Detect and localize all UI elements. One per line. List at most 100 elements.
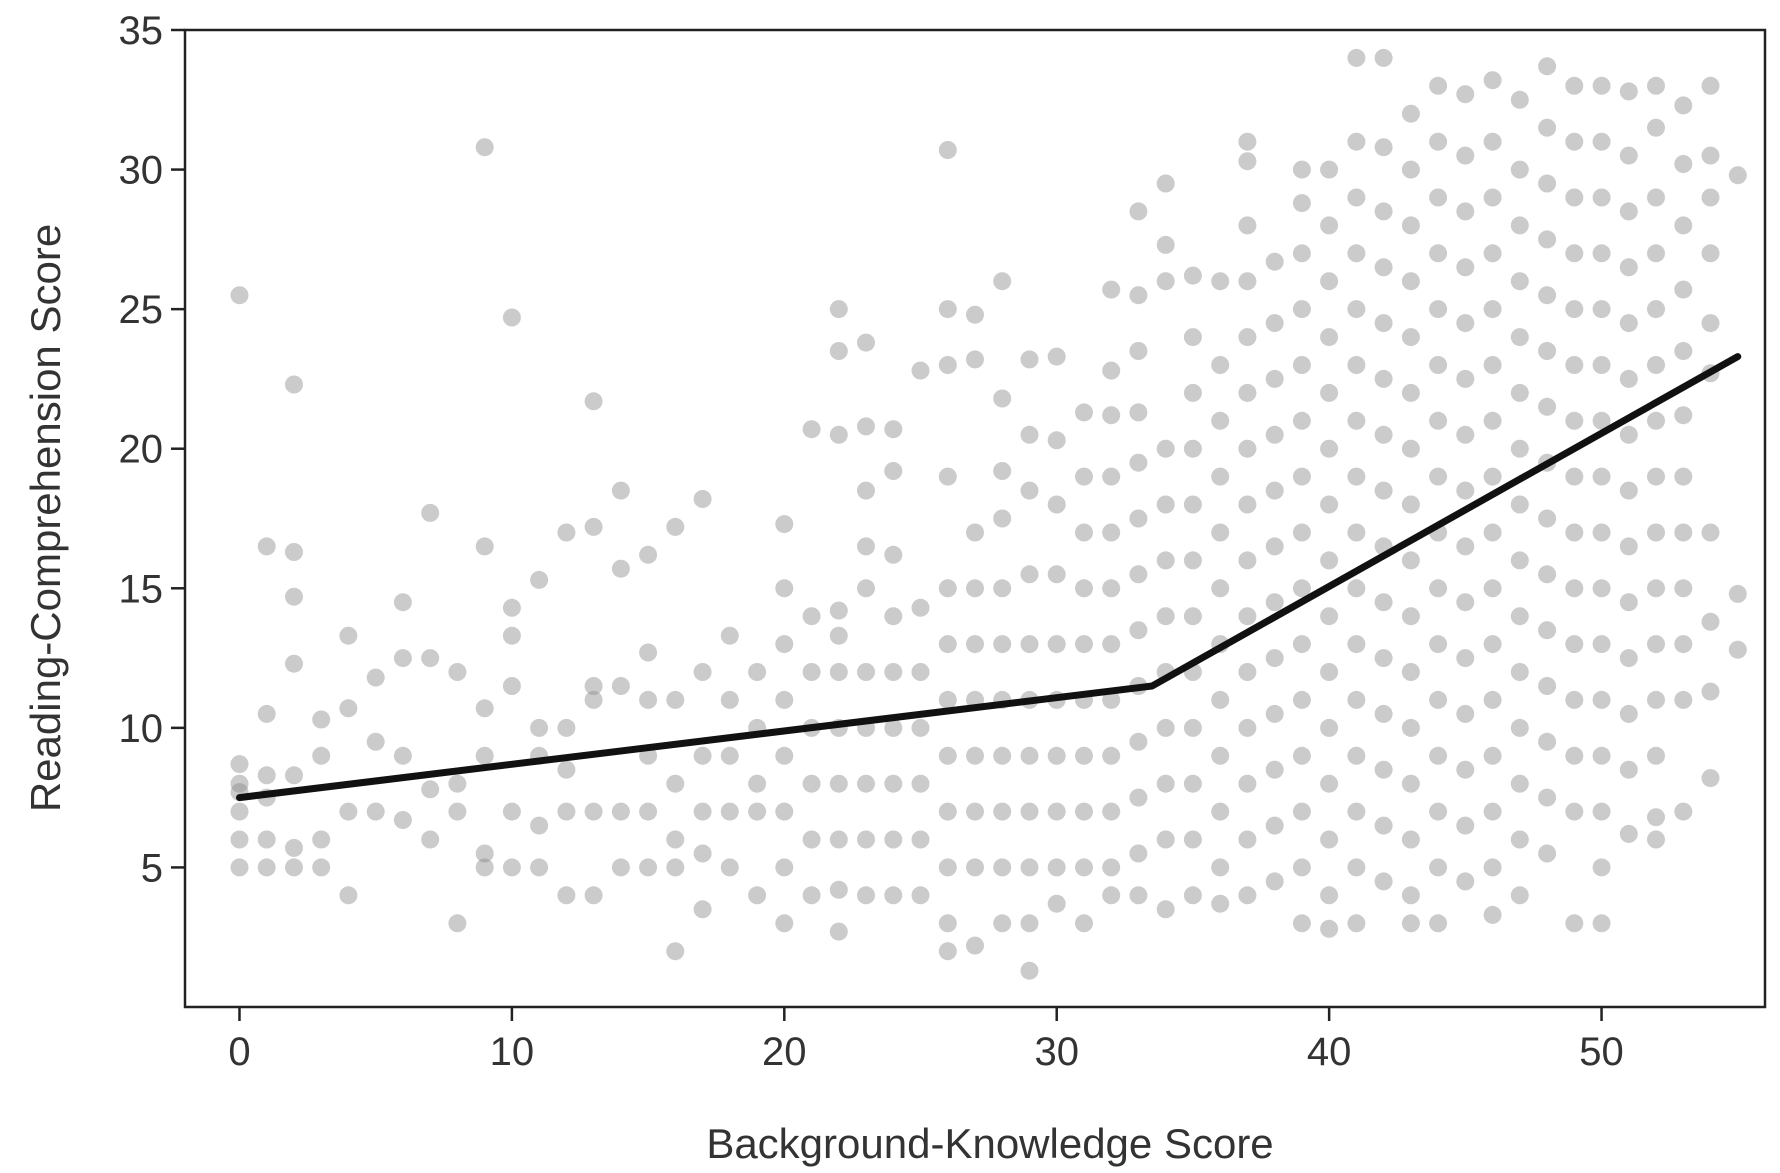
data-point [993,579,1012,598]
data-point [1075,858,1093,877]
data-point [1075,403,1093,422]
data-point [1320,328,1339,347]
data-point [1320,216,1339,235]
data-point [393,593,412,612]
data-point [639,802,658,821]
data-point [230,286,249,305]
data-point [1211,894,1230,913]
data-point [1510,495,1529,514]
data-point [312,858,331,877]
data-point [1156,439,1175,458]
data-point [1211,467,1230,486]
data-point [1020,914,1039,933]
data-point [1238,551,1257,570]
data-point [1565,579,1584,598]
data-point [993,509,1012,528]
data-point [1674,523,1693,542]
data-point [1538,677,1557,695]
data-point [1647,690,1665,709]
data-point [1429,746,1448,765]
data-point [1619,649,1638,668]
data-point [1102,858,1121,877]
data-point [1592,746,1611,765]
data-point [1129,621,1148,640]
plot-area [183,28,1767,1009]
data-point [857,886,875,905]
data-point [1347,635,1366,654]
data-point [1456,649,1475,668]
data-point [1592,914,1611,933]
data-point [1647,244,1665,263]
data-point [1374,258,1393,277]
data-point [1238,216,1257,235]
data-point [1483,579,1502,598]
data-point [1592,411,1611,430]
data-point [1401,607,1420,626]
data-point [1401,383,1420,402]
data-point [1674,280,1693,299]
data-point [775,579,794,598]
data-point [1129,403,1148,422]
data-point [1456,481,1475,500]
data-point [1401,104,1420,123]
data-point [857,663,875,681]
data-point [1238,886,1257,905]
data-point [993,389,1012,408]
data-point [1238,774,1257,793]
x-axis-title: Background-Knowledge Score [706,1120,1273,1167]
data-point [884,462,903,480]
data-point [1374,48,1393,67]
data-point [1347,300,1366,319]
data-point [911,718,930,737]
data-point [1292,746,1311,765]
data-point [502,802,521,821]
data-point [1156,235,1175,254]
data-point [1510,774,1529,793]
data-point [1102,579,1121,598]
data-point [1510,607,1529,626]
data-point [720,626,739,645]
data-point [966,936,984,955]
data-point [829,774,848,793]
data-point [1102,746,1121,765]
data-point [802,607,821,626]
data-point [1129,453,1148,472]
data-point [1674,635,1693,654]
data-point [1538,732,1557,751]
data-point [1592,132,1611,151]
data-point [448,774,467,793]
data-point [911,361,930,380]
data-point [1456,425,1475,444]
data-point [1020,350,1039,369]
data-point [1211,858,1230,877]
data-point [1047,802,1066,821]
data-point [666,690,685,709]
data-point [1456,258,1475,277]
data-point [1374,314,1393,333]
data-point [775,802,794,821]
data-point [966,802,984,821]
data-point [1647,411,1665,430]
data-point [1647,746,1665,765]
data-point [1510,886,1529,905]
data-point [1347,523,1366,542]
data-point [884,420,903,439]
data-point [1320,886,1339,905]
data-point [1565,244,1584,263]
y-axis-title: Reading-Comprehension Score [22,224,69,812]
data-point [884,607,903,626]
data-point [693,802,712,821]
data-point [1183,266,1202,285]
data-point [1429,356,1448,374]
data-point [1401,160,1420,179]
data-point [1728,166,1747,185]
data-point [1320,272,1339,291]
data-point [230,830,249,849]
data-point [584,802,603,821]
data-point [611,802,630,821]
data-point [1483,802,1502,821]
data-point [1265,252,1284,271]
data-point [802,420,821,439]
data-point [1183,718,1202,737]
data-point [1592,467,1611,486]
